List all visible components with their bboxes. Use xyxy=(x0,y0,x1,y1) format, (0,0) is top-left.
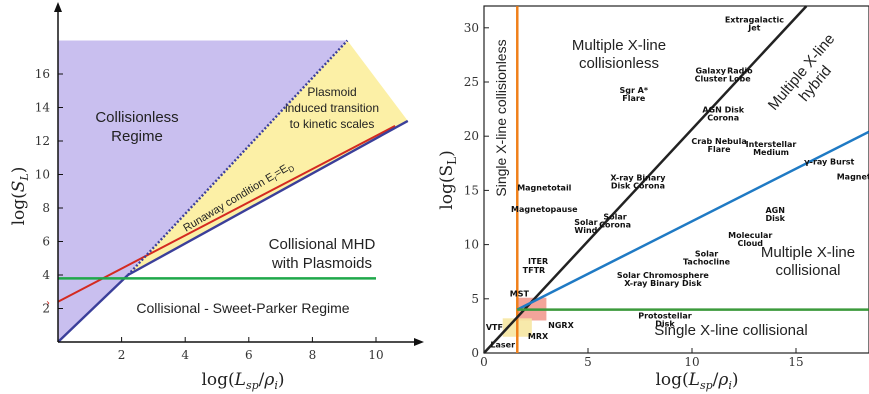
left-x-tick-label: 10 xyxy=(368,348,383,362)
region-multiple-collisionless-1: Multiple X-line xyxy=(572,37,666,54)
object-label: Sgr A* Flare xyxy=(619,86,648,103)
object-label: Solar Chromosphere X-ray Binary Disk xyxy=(617,271,710,288)
mhd-label-2: with Plasmoids xyxy=(271,255,372,272)
object-label: VTF xyxy=(486,323,503,332)
object-label: Solar Wind xyxy=(574,218,597,235)
object-label: AGN Disk xyxy=(765,206,785,223)
left-y-tick-label: 10 xyxy=(35,168,50,182)
object-label: Laser xyxy=(490,341,515,350)
region-single-collisional: Single X-line collisional xyxy=(654,322,807,339)
left-x-label: log(Lsp/ρi) xyxy=(201,370,284,392)
runaway-marker: › xyxy=(46,298,50,309)
sweet-parker-label: Collisional - Sweet-Parker Regime xyxy=(136,300,349,316)
collisionless-boundary xyxy=(127,39,349,276)
collisionless-label-1: Collisionless xyxy=(95,109,178,126)
object-label: MRX xyxy=(528,332,549,341)
right-y-tick-label: 25 xyxy=(464,75,479,89)
object-label: Protostellar Disk xyxy=(638,311,692,328)
collisional-line xyxy=(516,130,869,311)
plasmoid-label-3: to kinetic scales xyxy=(290,117,375,131)
left-x-tick-label: 6 xyxy=(245,348,253,362)
left-x-tick-label: 8 xyxy=(309,348,317,362)
plasmoid-label-1: Plasmoid xyxy=(307,85,356,99)
object-label: X-ray Binary Disk Corona xyxy=(610,174,666,191)
right-y-label: log(SL) xyxy=(437,150,459,209)
object-label: Solar Corona xyxy=(599,213,631,230)
left-chart: › 2 4 6 8 10 2 4 6 8 10 12 14 16 Collisionless Regim… xyxy=(9,2,424,392)
plasmoid-region xyxy=(127,40,408,275)
region-multiple-collisionless-2: collisionless xyxy=(579,55,659,72)
right-chart: 0 5 10 15 0 5 10 15 20 25 30 Extragalactic Jet Galax… xyxy=(437,5,869,392)
left-y-tick-label: 14 xyxy=(35,101,51,115)
right-x-tick-label: 5 xyxy=(584,355,592,369)
region-multiple-collisional-2: collisional xyxy=(775,262,840,279)
right-y-tick-label: 15 xyxy=(464,183,479,197)
region-multiple-collisional-1: Multiple X-line xyxy=(761,244,855,261)
left-y-tick-label: 2 xyxy=(42,302,50,316)
object-label: Radio Lobe xyxy=(727,66,753,83)
left-y-arrow xyxy=(54,2,62,12)
right-y-tick-label: 20 xyxy=(464,129,479,143)
object-label: Magnetar xyxy=(837,173,869,182)
right-y-tick-label: 30 xyxy=(464,21,479,35)
object-label: AGN Disk Corona xyxy=(702,105,744,122)
object-label: MST xyxy=(510,290,530,299)
sweet-parker-boundary xyxy=(57,274,129,343)
left-y-tick-label: 16 xyxy=(35,67,50,81)
right-x-tick-label: 0 xyxy=(480,355,488,369)
left-y-tick-label: 12 xyxy=(35,134,50,148)
right-x-tick-label: 15 xyxy=(788,355,803,369)
object-label: TFTR xyxy=(523,266,546,275)
object-label: Interstellar Medium xyxy=(746,140,797,157)
plasmoid-boundary xyxy=(127,119,409,277)
object-label: γ-ray Burst xyxy=(804,157,854,166)
object-label: Molecular Cloud xyxy=(728,231,772,248)
right-x-tick-label: 10 xyxy=(684,355,699,369)
left-x-arrow xyxy=(414,338,424,346)
object-label: NGRX xyxy=(548,321,574,330)
object-label: Galaxy Cluster xyxy=(695,66,727,83)
collisionless-region xyxy=(58,40,348,342)
object-label: Crab Nebula Flare xyxy=(691,137,746,154)
region-single-collisionless: Single X-line collisionless xyxy=(493,39,509,196)
left-y-tick-label: 4 xyxy=(42,268,50,282)
left-y-tick-label: 6 xyxy=(42,235,50,249)
left-x-tick-label: 2 xyxy=(118,348,126,362)
plasmoid-label-2: induced transition xyxy=(285,101,379,115)
runaway-line xyxy=(57,125,396,303)
right-y-tick-label: 0 xyxy=(471,346,479,360)
left-y-tick-label: 8 xyxy=(42,201,50,215)
object-label: Solar Tachocline xyxy=(683,250,731,267)
object-label: Magnetopause xyxy=(511,205,578,214)
collisionless-label-2: Regime xyxy=(111,128,163,145)
object-label: ITER xyxy=(528,257,548,266)
object-label: Extragalactic Jet xyxy=(725,15,784,32)
right-y-tick-label: 5 xyxy=(471,292,479,306)
collisionless-line xyxy=(483,5,808,354)
left-y-label: log(SL) xyxy=(9,167,31,226)
mhd-label-1: Collisional MHD xyxy=(269,236,376,253)
right-x-label: log(Lsp/ρi) xyxy=(655,370,738,392)
left-x-tick-label: 4 xyxy=(181,348,189,362)
object-label: Magnetotail xyxy=(517,183,571,192)
right-y-tick-label: 10 xyxy=(464,238,479,252)
